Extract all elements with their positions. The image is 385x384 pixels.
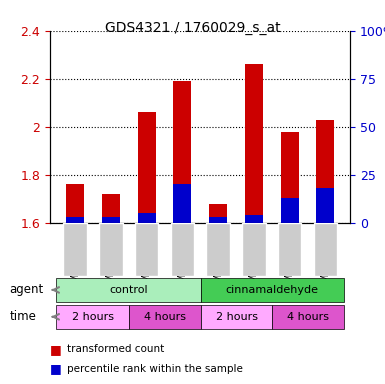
Bar	[209, 204, 227, 223]
Bar	[245, 215, 263, 223]
Bar	[316, 188, 334, 223]
Bar	[66, 184, 84, 223]
Bar	[173, 81, 191, 223]
Text: cinnamaldehyde: cinnamaldehyde	[225, 285, 318, 295]
FancyBboxPatch shape	[201, 305, 273, 329]
FancyBboxPatch shape	[135, 223, 158, 276]
Text: percentile rank within the sample: percentile rank within the sample	[67, 364, 243, 374]
FancyBboxPatch shape	[171, 223, 194, 276]
Bar	[102, 194, 120, 223]
Text: 2 hours: 2 hours	[216, 312, 258, 322]
Bar	[281, 198, 298, 223]
Text: transformed count: transformed count	[67, 344, 165, 354]
Text: ■: ■	[50, 362, 66, 375]
Text: 4 hours: 4 hours	[287, 312, 329, 322]
Bar	[281, 132, 298, 223]
Bar	[66, 217, 84, 223]
Text: 2 hours: 2 hours	[72, 312, 114, 322]
FancyBboxPatch shape	[201, 278, 344, 302]
FancyBboxPatch shape	[278, 223, 301, 276]
Text: ■: ■	[50, 343, 66, 356]
FancyBboxPatch shape	[242, 223, 266, 276]
FancyBboxPatch shape	[63, 223, 87, 276]
Text: time: time	[10, 310, 37, 323]
Text: 4 hours: 4 hours	[144, 312, 186, 322]
Text: agent: agent	[10, 283, 44, 296]
Text: control: control	[109, 285, 148, 295]
FancyBboxPatch shape	[57, 305, 129, 329]
FancyBboxPatch shape	[313, 223, 337, 276]
FancyBboxPatch shape	[273, 305, 344, 329]
Bar	[173, 184, 191, 223]
Text: GDS4321 / 1760029_s_at: GDS4321 / 1760029_s_at	[105, 21, 280, 35]
Bar	[102, 217, 120, 223]
FancyBboxPatch shape	[129, 305, 201, 329]
Bar	[209, 217, 227, 223]
Bar	[138, 112, 156, 223]
Bar	[138, 213, 156, 223]
FancyBboxPatch shape	[99, 223, 122, 276]
FancyBboxPatch shape	[57, 278, 201, 302]
FancyBboxPatch shape	[206, 223, 230, 276]
Bar	[316, 119, 334, 223]
Bar	[245, 65, 263, 223]
